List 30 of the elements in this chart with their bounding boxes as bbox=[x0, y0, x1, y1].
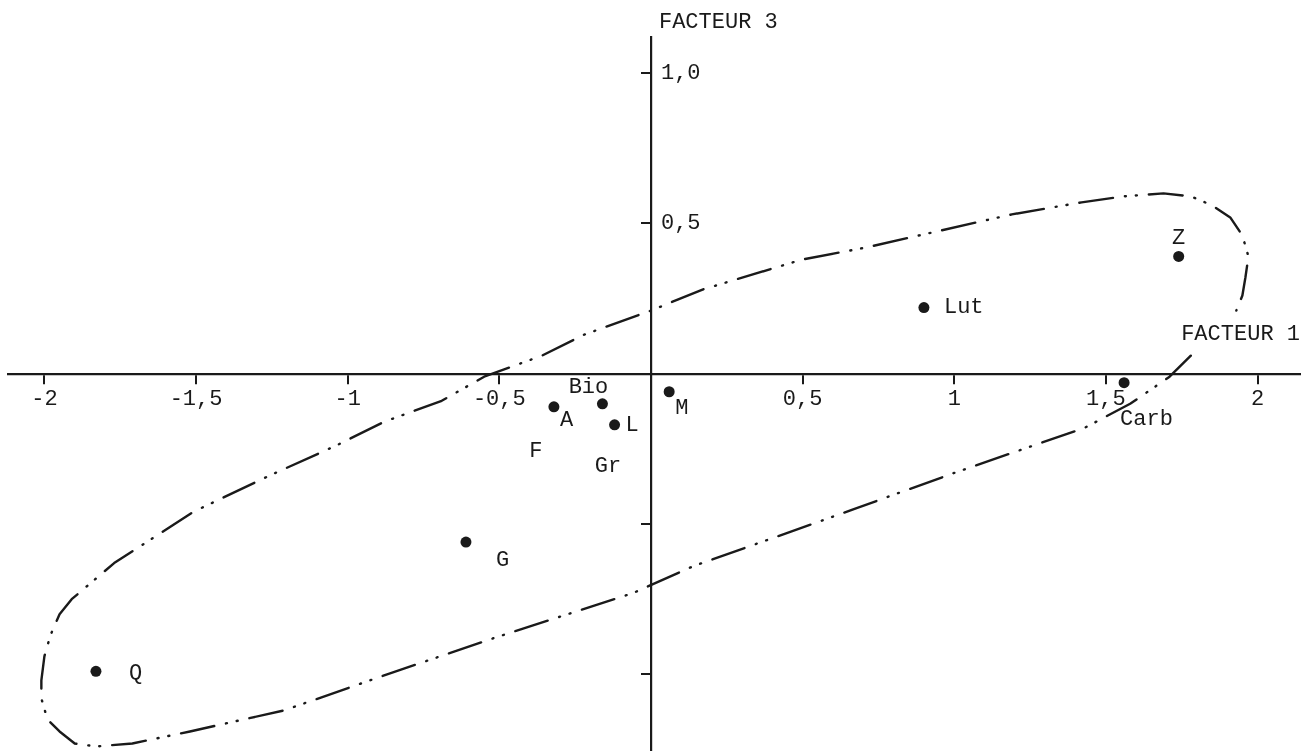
x-tick-label: -1,5 bbox=[169, 386, 223, 412]
annotation: F bbox=[529, 438, 543, 464]
point bbox=[548, 401, 560, 413]
series-label: L bbox=[625, 412, 639, 438]
x-axis-title: FACTEUR 1 bbox=[1181, 321, 1300, 347]
point bbox=[663, 386, 675, 398]
x-tick-label: -1 bbox=[334, 386, 361, 412]
series-label: Bio bbox=[568, 374, 609, 400]
point bbox=[1173, 250, 1185, 262]
series-label: Lut bbox=[943, 295, 984, 321]
x-tick-label: -2 bbox=[31, 386, 58, 412]
point bbox=[460, 536, 472, 548]
series-label: A bbox=[559, 407, 574, 433]
series-label: Q bbox=[128, 661, 143, 687]
series-label: Z bbox=[1172, 226, 1186, 252]
point bbox=[918, 302, 930, 314]
x-tick-label: 1 bbox=[947, 386, 961, 412]
y-tick-label: 1,0 bbox=[660, 60, 701, 86]
series-label: G bbox=[495, 547, 510, 573]
x-tick-label: 2 bbox=[1250, 386, 1265, 412]
x-tick-label: -0,5 bbox=[472, 386, 526, 412]
series-label: M bbox=[675, 395, 689, 421]
point bbox=[90, 665, 102, 677]
x-tick-label: 0,5 bbox=[782, 386, 823, 412]
series-label: Carb bbox=[1120, 406, 1173, 432]
point bbox=[596, 398, 608, 410]
annotation: Gr bbox=[594, 453, 622, 479]
y-axis-title: FACTEUR 3 bbox=[658, 9, 778, 35]
point bbox=[609, 419, 621, 431]
point bbox=[1118, 377, 1130, 389]
